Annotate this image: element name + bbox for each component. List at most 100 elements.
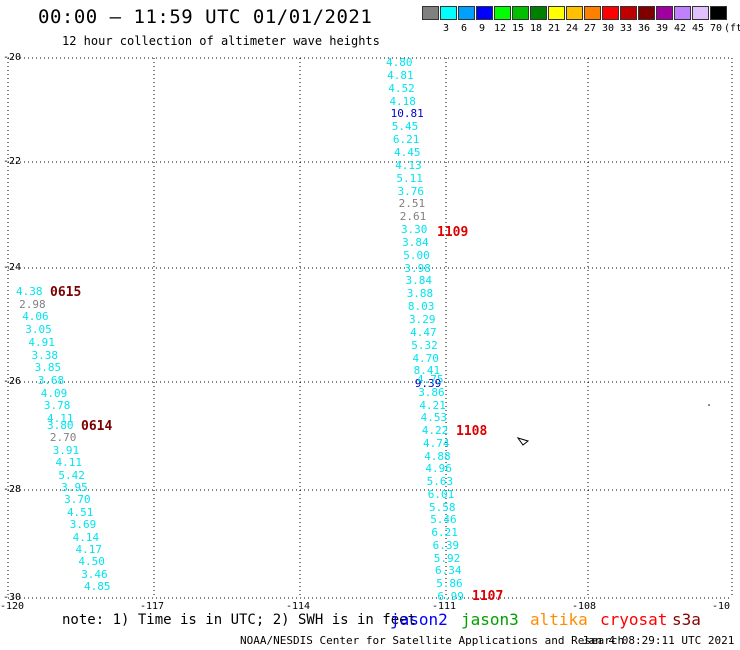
wave-height-value: 4.75 — [417, 373, 444, 386]
wave-height-value: 5.11 — [396, 171, 423, 185]
legend-swatch — [692, 6, 709, 20]
wave-height-value: 4.74 — [423, 436, 450, 450]
legend-label: 18 — [529, 23, 543, 34]
wave-height-value: 8.03 — [407, 300, 435, 314]
wave-height-value: 4.11 — [55, 456, 83, 470]
wave-height-value: 4.85 — [84, 580, 111, 594]
legend-label: 42 — [673, 23, 687, 34]
latitude-label: -24 — [3, 262, 22, 273]
wave-height-value: 4.14 — [72, 530, 100, 544]
longitude-label: -108 — [572, 601, 597, 612]
legend-swatch — [476, 6, 493, 20]
grid-lines — [7, 57, 733, 599]
wave-height-value: 3.05 — [25, 323, 52, 337]
legend-label: 39 — [655, 23, 669, 34]
wave-height-value: 4.70 — [412, 351, 439, 365]
satellite-s3a: s3a — [672, 610, 701, 629]
legend-label: 15 — [511, 23, 525, 34]
wave-height-value: 2.98 — [19, 297, 46, 311]
wave-height-value: 4.96 — [425, 462, 452, 476]
wave-height-value: 6.21 — [392, 133, 420, 147]
legend-swatch — [512, 6, 529, 20]
wave-height-value: 3.85 — [34, 361, 62, 375]
wave-height-value: 3.91 — [52, 443, 80, 457]
legend-swatch — [602, 6, 619, 20]
longitude-label: -114 — [286, 601, 311, 612]
latitude-label: -20 — [3, 52, 22, 63]
legend-swatch — [710, 6, 727, 20]
legend-swatch — [548, 6, 565, 20]
wave-height-value: 4.18 — [389, 94, 416, 108]
legend-label: 3 — [442, 23, 450, 34]
wave-height-value: 3.29 — [409, 313, 436, 326]
wave-height-value: 3.30 — [400, 223, 428, 237]
footer-note: note: 1) Time is in UTC; 2) SWH is in fe… — [62, 612, 417, 628]
wave-height-value: 4.88 — [424, 449, 451, 463]
wave-height-value: 5.00 — [403, 248, 430, 262]
legend-swatch — [584, 6, 601, 20]
wave-height-value: 5.46 — [430, 513, 457, 527]
page-title: 00:00 – 11:59 UTC 01/01/2021 — [38, 6, 373, 28]
legend-swatch — [458, 6, 475, 20]
wave-height-value: 3.80 — [47, 419, 74, 432]
wave-height-value: 4.53 — [420, 411, 448, 425]
wave-height-value: 4.09 — [40, 386, 68, 400]
wave-height-value: 3.84 — [402, 235, 429, 249]
wave-height-value: 8.41 — [413, 364, 441, 378]
legend-label: 9 — [478, 23, 486, 34]
legend-label: 45 — [691, 23, 705, 34]
latitude-label: -28 — [3, 484, 22, 495]
wave-height-value: 5.63 — [426, 475, 454, 488]
wave-height-value: 4.45 — [394, 145, 421, 159]
wave-height-value: 5.42 — [58, 468, 85, 482]
wave-height-value: 6.99 — [437, 589, 464, 603]
wave-height-value: 2.51 — [398, 197, 426, 211]
track-label-0615: 0615 — [50, 285, 82, 300]
legend-swatch — [422, 6, 439, 20]
legend-label: 12 — [493, 23, 507, 34]
satellite-altika: altika — [530, 610, 588, 629]
legend-label: 33 — [619, 23, 633, 34]
legend-label: 24 — [565, 23, 579, 34]
longitude-label: -10 — [712, 601, 731, 612]
legend-label: 30 — [601, 23, 615, 34]
track-label-0614: 0614 — [81, 419, 113, 434]
wave-height-value: 3.76 — [397, 184, 425, 198]
latitude-label: -30 — [3, 592, 22, 603]
wave-height-value: 6.39 — [432, 538, 460, 552]
wave-height-value: 6.01 — [427, 487, 455, 501]
wave-height-value: 4.81 — [387, 68, 414, 82]
wave-height-value: 4.06 — [22, 310, 49, 324]
track-label-1107: 1107 — [472, 589, 504, 604]
legend-swatch — [494, 6, 511, 20]
longitude-label: -117 — [140, 601, 165, 612]
wave-height-value: 3.68 — [37, 373, 65, 387]
wave-height-value: 5.45 — [391, 120, 419, 134]
wave-height-value: 3.84 — [405, 274, 433, 288]
wave-height-value: 4.47 — [410, 325, 437, 339]
page-subtitle: 12 hour collection of altimeter wave hei… — [62, 34, 380, 48]
longitude-label: -111 — [432, 601, 457, 612]
satellite-jason3: jason3 — [461, 610, 519, 629]
legend-swatch — [530, 6, 547, 20]
wave-height-value: 3.70 — [64, 493, 91, 507]
satellite-cryosat: cryosat — [600, 610, 668, 629]
wave-height-value: 2.61 — [399, 210, 427, 224]
wave-height-value: 3.78 — [43, 399, 71, 413]
legend-label: 21 — [547, 23, 561, 34]
latitude-label: -26 — [3, 376, 22, 387]
wave-height-value: 3.86 — [418, 385, 445, 399]
legend-swatch — [566, 6, 583, 20]
wave-height-value: 5.58 — [429, 500, 456, 514]
wave-height-value: 4.52 — [388, 81, 415, 95]
wave-height-value: 6.34 — [435, 564, 462, 578]
wave-height-value: 4.80 — [386, 56, 413, 69]
wave-height-value: 4.22 — [421, 424, 449, 437]
wave-height-value: 6.21 — [431, 526, 458, 539]
island-outline — [516, 437, 530, 446]
wave-height-value: 3.98 — [404, 261, 431, 275]
legend-label: 27 — [583, 23, 597, 34]
wave-height-value: 5.86 — [436, 577, 463, 590]
wave-height-value: 3.38 — [31, 348, 59, 362]
island-dot — [708, 404, 710, 406]
